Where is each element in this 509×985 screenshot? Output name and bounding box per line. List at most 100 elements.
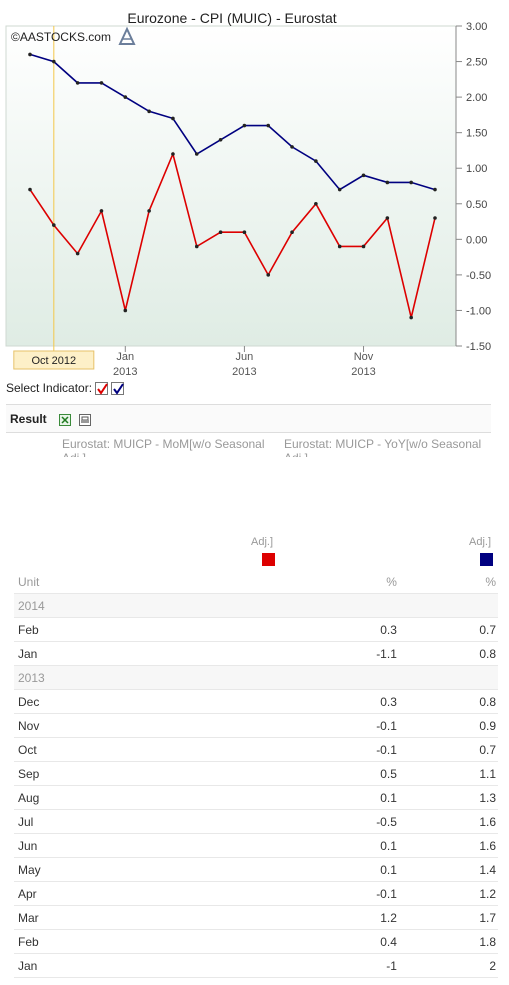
unit-yoy: % bbox=[396, 570, 498, 594]
adj-label-yoy: Adj.] bbox=[469, 536, 492, 548]
check-icon bbox=[113, 382, 124, 395]
x-tick-year: 2013 bbox=[113, 366, 137, 378]
data-point[interactable] bbox=[218, 137, 223, 142]
mom-value: -0.1 bbox=[132, 881, 397, 906]
data-point[interactable] bbox=[433, 187, 437, 192]
mom-value: -1.1 bbox=[132, 641, 397, 666]
data-point[interactable] bbox=[194, 244, 199, 249]
x-tick-year: 2013 bbox=[232, 366, 256, 378]
mom-value: -1 bbox=[132, 953, 397, 978]
print-icon[interactable] bbox=[78, 413, 91, 426]
data-point[interactable] bbox=[75, 251, 80, 256]
data-point[interactable] bbox=[28, 187, 32, 192]
month-cell: Aug bbox=[14, 785, 133, 810]
table-row: Jun 0.1 1.6 bbox=[14, 833, 498, 858]
mom-color-swatch bbox=[262, 553, 275, 566]
data-point[interactable] bbox=[337, 187, 342, 192]
table-row: Jan -1 2 bbox=[14, 953, 498, 978]
data-point[interactable] bbox=[314, 201, 318, 206]
brand-logo-icon bbox=[118, 26, 136, 45]
yoy-color-swatch bbox=[480, 553, 493, 566]
brand-logo-text: ©AASTOCKS.com bbox=[11, 30, 111, 44]
data-point[interactable] bbox=[218, 230, 223, 235]
check-icon bbox=[97, 382, 108, 395]
series-line-1 bbox=[29, 53, 436, 191]
excel-icon[interactable] bbox=[58, 413, 71, 426]
data-point[interactable] bbox=[385, 180, 390, 185]
data-point[interactable] bbox=[171, 152, 175, 156]
y-tick-label: 1.50 bbox=[466, 128, 487, 140]
data-point[interactable] bbox=[52, 59, 56, 64]
table-row: Sep 0.5 1.1 bbox=[14, 761, 498, 786]
x-tick-label: Jan bbox=[116, 351, 134, 363]
data-point[interactable] bbox=[266, 123, 271, 128]
data-point[interactable] bbox=[314, 159, 318, 163]
yoy-value: 1.6 bbox=[396, 833, 498, 858]
table-row: Oct -0.1 0.7 bbox=[14, 737, 498, 762]
data-point[interactable] bbox=[123, 95, 128, 99]
yoy-value: 0.8 bbox=[396, 689, 498, 714]
mom-value: 0.1 bbox=[132, 785, 397, 810]
yoy-value: 1.1 bbox=[396, 761, 498, 786]
data-point[interactable] bbox=[290, 145, 294, 149]
y-tick-label: 0.00 bbox=[466, 234, 487, 246]
data-point[interactable] bbox=[337, 244, 342, 249]
table-row: May 0.1 1.4 bbox=[14, 857, 498, 882]
table-row: Aug 0.1 1.3 bbox=[14, 785, 498, 810]
data-table: Unit % % 2014 Feb 0.3 0.7 Jan -1.1 0.8 2013 Dec 0… bbox=[14, 570, 498, 978]
yoy-value: 2 bbox=[396, 953, 498, 978]
data-point[interactable] bbox=[171, 116, 175, 121]
yoy-value: 1.6 bbox=[396, 809, 498, 834]
data-point[interactable] bbox=[99, 81, 104, 85]
indicator-selector: Select Indicator: bbox=[6, 380, 125, 396]
data-point[interactable] bbox=[290, 230, 294, 235]
table-row: Nov -0.1 0.9 bbox=[14, 713, 498, 738]
y-tick-label: 2.50 bbox=[466, 57, 487, 69]
data-point[interactable] bbox=[28, 52, 32, 57]
yoy-value: 0.9 bbox=[396, 713, 498, 738]
y-tick-label: 3.00 bbox=[466, 21, 487, 33]
data-point[interactable] bbox=[409, 180, 413, 185]
table-row: Dec 0.3 0.8 bbox=[14, 689, 498, 714]
data-point[interactable] bbox=[242, 230, 247, 235]
data-point[interactable] bbox=[385, 216, 390, 220]
yoy-value: 1.8 bbox=[396, 929, 498, 954]
mom-value: 0.3 bbox=[132, 617, 397, 642]
month-cell: Dec bbox=[14, 689, 133, 714]
data-point[interactable] bbox=[123, 308, 128, 313]
data-point[interactable] bbox=[99, 209, 104, 213]
cpi-chart[interactable]: Eurozone - CPI (MUIC) - Eurostat ©AASTOC… bbox=[0, 0, 509, 380]
unit-label: Unit bbox=[14, 570, 133, 594]
data-point[interactable] bbox=[409, 315, 413, 320]
data-point[interactable] bbox=[266, 273, 271, 277]
month-cell: May bbox=[14, 857, 133, 882]
data-point[interactable] bbox=[75, 81, 80, 85]
mom-value: -0.1 bbox=[132, 713, 397, 738]
data-point[interactable] bbox=[52, 223, 56, 227]
data-point[interactable] bbox=[361, 244, 366, 249]
mom-checkbox[interactable] bbox=[95, 381, 109, 395]
table-row: Apr -0.1 1.2 bbox=[14, 881, 498, 906]
y-tick-label: 2.00 bbox=[466, 92, 487, 104]
data-point[interactable] bbox=[433, 216, 437, 220]
adj-label-mom: Adj.] bbox=[251, 536, 274, 548]
data-point[interactable] bbox=[194, 152, 199, 156]
cursor-label-box: Oct 2012 bbox=[13, 350, 95, 370]
table-row: Jan -1.1 0.8 bbox=[14, 641, 498, 666]
data-point[interactable] bbox=[242, 123, 247, 128]
y-tick-label: -0.50 bbox=[466, 270, 491, 282]
mom-value: 1.2 bbox=[132, 905, 397, 930]
y-tick-label: 1.00 bbox=[466, 163, 487, 175]
y-tick-label: 0.50 bbox=[466, 199, 487, 211]
month-cell: Feb bbox=[14, 617, 133, 642]
year-label: 2014 bbox=[14, 593, 498, 618]
result-title: Result bbox=[10, 411, 47, 426]
yoy-value: 0.7 bbox=[396, 617, 498, 642]
data-point[interactable] bbox=[147, 209, 151, 213]
data-point[interactable] bbox=[147, 109, 151, 114]
yoy-value: 0.7 bbox=[396, 737, 498, 762]
plot-area[interactable] bbox=[5, 25, 457, 347]
data-point[interactable] bbox=[361, 173, 366, 178]
mom-value: -0.1 bbox=[132, 737, 397, 762]
yoy-checkbox[interactable] bbox=[111, 381, 125, 395]
